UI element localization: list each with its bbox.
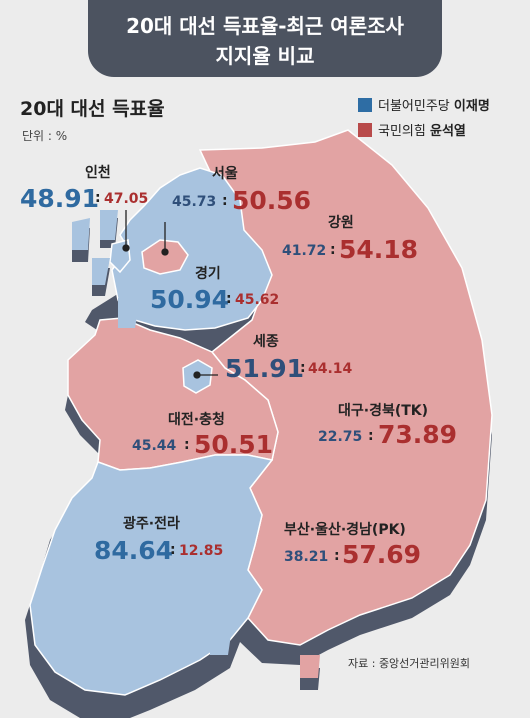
yoon-vote-share: 50.56 <box>232 186 312 215</box>
legend-party: 더불어민주당 <box>378 99 450 114</box>
lee-vote-share: 38.21 <box>284 549 329 565</box>
colon: : <box>170 542 176 558</box>
island <box>118 298 140 328</box>
unit-label: 단위 : % <box>22 129 68 143</box>
island <box>92 258 110 285</box>
colon: : <box>95 190 101 206</box>
yoon-vote-share: 45.62 <box>235 292 280 308</box>
colon: : <box>222 193 228 209</box>
source-note: 자료 : 중앙선거관리위원회 <box>348 657 471 670</box>
yoon-vote-share: 54.18 <box>339 235 419 264</box>
colon: : <box>300 360 306 376</box>
island <box>38 608 58 636</box>
island <box>55 555 72 585</box>
colon: : <box>368 428 374 444</box>
yoon-vote-share: 73.89 <box>378 420 458 449</box>
lee-vote-share: 50.94 <box>150 285 230 314</box>
region-seoul <box>141 239 189 275</box>
island <box>100 210 118 240</box>
subtitle: 20대 대선 득표율 <box>20 98 165 120</box>
region-name: 광주·전라 <box>123 516 180 532</box>
lee-vote-share: 48.91 <box>20 184 100 213</box>
island <box>300 655 320 678</box>
colon: : <box>226 291 232 307</box>
region-gyeonggi <box>111 167 273 331</box>
region-name: 세종 <box>253 334 279 350</box>
region-name: 인천 <box>85 165 111 181</box>
island <box>210 628 232 655</box>
region-name: 부산·울산·경남(PK) <box>284 522 406 538</box>
lee-vote-share: 45.44 <box>132 438 177 454</box>
legend-item-yoon: 국민의힘 윤석열 <box>358 120 466 139</box>
region-name: 서울 <box>212 166 238 182</box>
region-chungcheong <box>67 317 279 471</box>
legend-swatch-blue <box>358 98 372 112</box>
legend-party: 국민의힘 <box>378 124 426 139</box>
lee-vote-share: 22.75 <box>318 429 363 445</box>
legend-candidate: 윤석열 <box>429 124 466 139</box>
yoon-vote-share: 50.51 <box>194 430 274 459</box>
title-line-2: 지지율 비교 <box>215 44 315 68</box>
colon: : <box>184 437 190 453</box>
region-name: 대구·경북(TK) <box>338 403 429 419</box>
lee-vote-share: 51.91 <box>225 354 305 383</box>
title-banner: 20대 대선 득표율-최근 여론조사 지지율 비교 <box>88 0 442 77</box>
region-name: 경기 <box>195 266 221 282</box>
colon: : <box>334 548 340 564</box>
legend-swatch-red <box>358 123 372 137</box>
lee-vote-share: 45.73 <box>172 194 217 210</box>
yoon-vote-share: 44.14 <box>308 361 353 377</box>
leader-lines <box>122 210 218 379</box>
colon: : <box>330 242 336 258</box>
region-name: 강원 <box>328 215 354 231</box>
yoon-vote-share: 12.85 <box>179 543 224 559</box>
legend-candidate: 이재명 <box>453 99 490 114</box>
yoon-vote-share: 57.69 <box>342 540 422 569</box>
title-line-1: 20대 대선 득표율-최근 여론조사 <box>126 14 404 38</box>
lee-vote-share: 84.64 <box>94 536 174 565</box>
region-name: 대전·충청 <box>168 412 225 428</box>
lee-vote-share: 41.72 <box>282 243 327 259</box>
legend-item-lee: 더불어민주당 이재명 <box>358 95 490 114</box>
yoon-vote-share: 47.05 <box>104 191 149 207</box>
island <box>72 218 90 250</box>
